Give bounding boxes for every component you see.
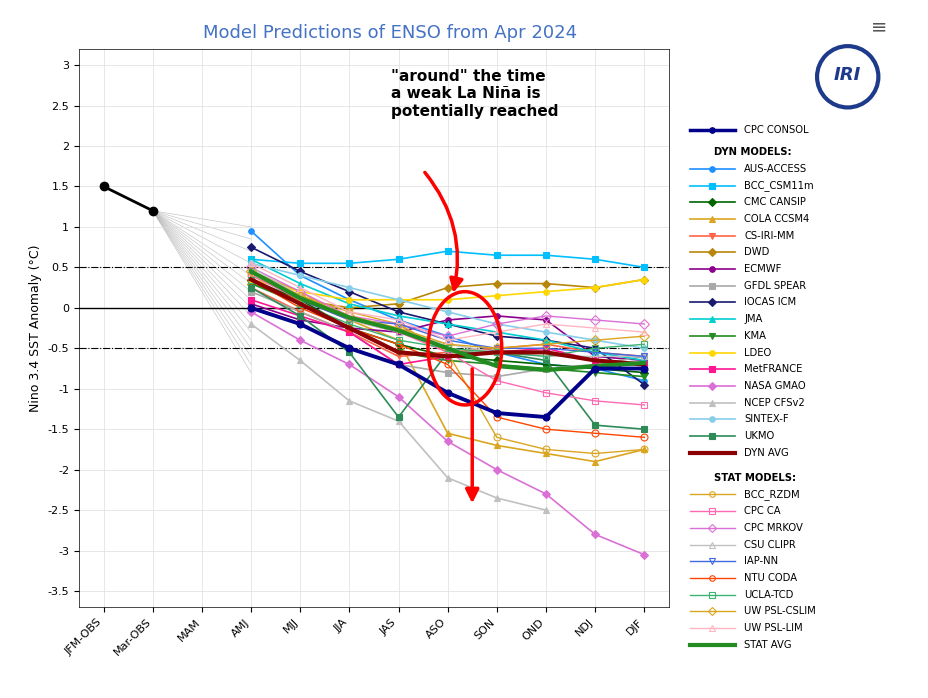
Text: GFDL SPEAR: GFDL SPEAR [743, 281, 806, 290]
Text: CPC CONSOL: CPC CONSOL [743, 124, 808, 135]
Text: JMA: JMA [743, 314, 762, 324]
Text: CSU CLIPR: CSU CLIPR [743, 540, 795, 549]
Text: NASA GMAO: NASA GMAO [743, 381, 806, 391]
Text: IOCAS ICM: IOCAS ICM [743, 297, 795, 307]
Text: IAP-NN: IAP-NN [743, 556, 778, 566]
Text: BCC_CSM11m: BCC_CSM11m [743, 180, 813, 191]
Text: UW PSL-CSLIM: UW PSL-CSLIM [743, 607, 816, 616]
Text: NCEP CFSv2: NCEP CFSv2 [743, 398, 805, 408]
Text: ≡: ≡ [870, 17, 886, 36]
Text: AUS-ACCESS: AUS-ACCESS [743, 164, 806, 174]
Text: "around" the time
a weak La Niña is
potentially reached: "around" the time a weak La Niña is pote… [391, 69, 558, 119]
Text: KMA: KMA [743, 331, 766, 341]
Text: DWD: DWD [743, 247, 769, 258]
Text: MetFRANCE: MetFRANCE [743, 364, 802, 374]
Text: IRI: IRI [833, 66, 860, 84]
Circle shape [817, 46, 877, 107]
Text: UKMO: UKMO [743, 431, 774, 441]
Text: SINTEX-F: SINTEX-F [743, 415, 788, 424]
Text: DYN AVG: DYN AVG [743, 447, 788, 458]
Text: DYN MODELS:: DYN MODELS: [713, 147, 791, 157]
Text: CPC CA: CPC CA [743, 506, 780, 516]
Y-axis label: Nino 3.4 SST Anomaly (°C): Nino 3.4 SST Anomaly (°C) [29, 244, 42, 412]
Text: ECMWF: ECMWF [743, 264, 781, 274]
Text: CS-IRI-MM: CS-IRI-MM [743, 230, 793, 241]
Text: Model Predictions of ENSO from Apr 2024: Model Predictions of ENSO from Apr 2024 [203, 24, 576, 43]
Text: UCLA-TCD: UCLA-TCD [743, 590, 793, 600]
Text: NTU CODA: NTU CODA [743, 573, 796, 583]
Text: STAT MODELS:: STAT MODELS: [713, 473, 795, 483]
Text: CMC CANSIP: CMC CANSIP [743, 198, 806, 207]
Text: BCC_RZDM: BCC_RZDM [743, 489, 799, 500]
Text: COLA CCSM4: COLA CCSM4 [743, 214, 809, 224]
Text: UW PSL-LIM: UW PSL-LIM [743, 623, 802, 633]
Text: CPC MRKOV: CPC MRKOV [743, 523, 803, 533]
Text: STAT AVG: STAT AVG [743, 640, 792, 650]
Text: LDEO: LDEO [743, 348, 771, 357]
